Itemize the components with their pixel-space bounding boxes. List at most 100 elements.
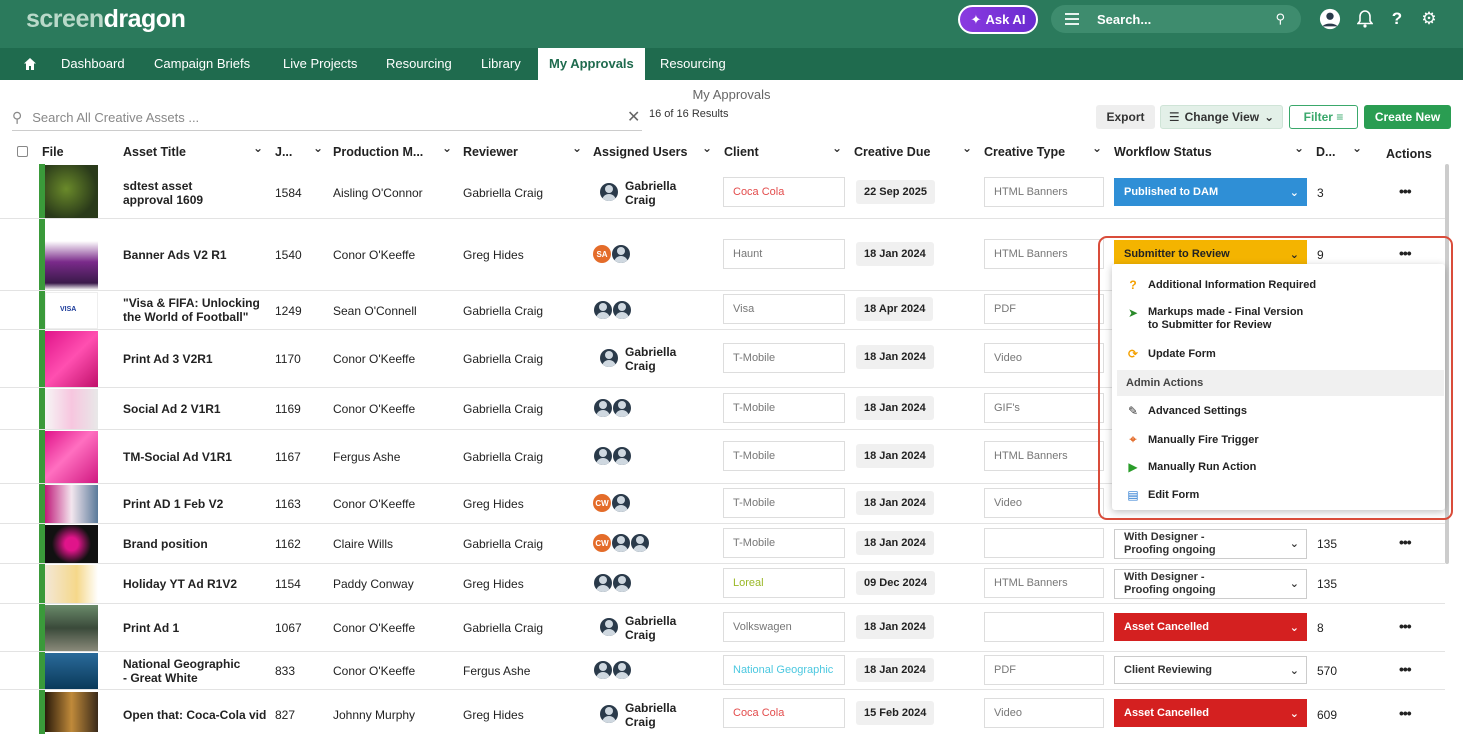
user-avatar-icon[interactable] <box>600 183 618 201</box>
asset-title[interactable]: TM-Social Ad V1R1 <box>123 450 232 464</box>
asset-title-line2[interactable]: approval 1609 <box>123 193 204 207</box>
asset-title[interactable]: sdtest asset <box>123 179 193 193</box>
creative-type-field[interactable]: HTML Banners <box>984 441 1104 471</box>
col-assigned-users[interactable]: Assigned Users <box>593 145 688 159</box>
user-avatar-icon[interactable] <box>594 447 612 465</box>
creative-due-date[interactable]: 18 Jan 2024 <box>856 345 934 369</box>
table-row[interactable]: TM-Social Ad V1R1 1167 Fergus Ashe Gabri… <box>0 430 1445 484</box>
nav-resourcing[interactable]: Resourcing <box>386 56 452 71</box>
client-field[interactable]: Haunt <box>723 239 845 269</box>
user-avatar-icon[interactable] <box>594 574 612 592</box>
menu-item-run-action[interactable]: ▶ Manually Run Action <box>1126 460 1256 474</box>
client-field[interactable]: T-Mobile <box>723 343 845 373</box>
global-search[interactable]: Search... ⚲ <box>1051 5 1301 33</box>
client-field[interactable]: Coca Cola <box>723 698 845 728</box>
menu-item-edit-form[interactable]: ▤ Edit Form <box>1127 488 1200 502</box>
workflow-status-select[interactable]: With Designer - Proofing ongoing ⌄ <box>1114 569 1307 599</box>
asset-thumbnail[interactable] <box>45 431 98 483</box>
menu-item-fire-trigger[interactable]: ⌖ Manually Fire Trigger <box>1126 432 1259 447</box>
change-view-button[interactable]: ☰ Change View ⌄ <box>1160 105 1283 129</box>
user-avatar-icon[interactable] <box>613 447 631 465</box>
creative-type-field[interactable]: HTML Banners <box>984 568 1104 598</box>
select-all-checkbox[interactable] <box>17 146 28 157</box>
user-avatar-icon[interactable] <box>594 399 612 417</box>
user-avatar-icon[interactable] <box>600 705 618 723</box>
app-logo[interactable]: screendragon <box>26 5 186 33</box>
client-field[interactable]: National Geographic <box>723 655 845 685</box>
asset-title[interactable]: Social Ad 2 V1R1 <box>123 402 221 416</box>
creative-due-date[interactable]: 09 Dec 2024 <box>856 571 935 595</box>
more-actions-icon[interactable]: ••• <box>1399 245 1412 261</box>
export-button[interactable]: Export <box>1096 105 1155 129</box>
creative-due-date[interactable]: 18 Jan 2024 <box>856 531 934 555</box>
client-field[interactable]: Loreal <box>723 568 845 598</box>
home-icon[interactable] <box>12 48 48 80</box>
table-row[interactable]: Print AD 1 Feb V2 1163 Conor O'Keeffe Gr… <box>0 484 1445 524</box>
asset-title[interactable]: National Geographic <box>123 657 241 671</box>
asset-thumbnail[interactable] <box>45 692 98 732</box>
more-actions-icon[interactable]: ••• <box>1399 534 1412 550</box>
asset-title[interactable]: "Visa & FIFA: Unlocking <box>123 296 260 310</box>
user-avatar-icon[interactable] <box>1319 8 1341 30</box>
workflow-status-select[interactable]: Asset Cancelled ⌄ <box>1114 699 1307 727</box>
nav-my-approvals[interactable]: My Approvals <box>538 48 645 80</box>
workflow-status-select[interactable]: Submitter to Review ⌄ <box>1114 240 1307 268</box>
user-avatar-icon[interactable] <box>631 534 649 552</box>
chevron-down-icon[interactable]: ⌄ <box>1352 141 1363 155</box>
table-scrollbar[interactable] <box>1445 164 1449 564</box>
chevron-down-icon[interactable]: ⌄ <box>253 141 264 155</box>
workflow-status-select[interactable]: Published to DAM ⌄ <box>1114 178 1307 206</box>
user-avatar-icon[interactable] <box>612 534 630 552</box>
col-client[interactable]: Client <box>724 145 759 159</box>
nav-resourcing-2[interactable]: Resourcing <box>660 56 726 71</box>
col-d[interactable]: D... <box>1316 145 1336 159</box>
chevron-down-icon[interactable]: ⌄ <box>702 141 713 155</box>
filter-button[interactable]: Filter ≡ <box>1289 105 1358 129</box>
creative-due-date[interactable]: 18 Jan 2024 <box>856 242 934 266</box>
col-creative-type[interactable]: Creative Type <box>984 145 1066 159</box>
table-row[interactable]: Open that: Coca-Cola vid 827 Johnny Murp… <box>0 690 1445 734</box>
global-search-input[interactable]: Search... <box>1097 11 1152 27</box>
client-field[interactable]: Visa <box>723 294 845 324</box>
table-row[interactable]: Brand position 1162 Claire Wills Gabriel… <box>0 524 1445 564</box>
asset-thumbnail[interactable] <box>45 525 98 563</box>
creative-due-date[interactable]: 18 Jan 2024 <box>856 396 934 420</box>
nav-campaign-briefs[interactable]: Campaign Briefs <box>154 56 251 71</box>
more-actions-icon[interactable]: ••• <box>1399 183 1412 199</box>
asset-title[interactable]: Print Ad 1 <box>123 621 180 635</box>
chevron-down-icon[interactable]: ⌄ <box>572 141 583 155</box>
chevron-down-icon[interactable]: ⌄ <box>313 141 324 155</box>
asset-title[interactable]: Banner Ads V2 R1 <box>123 248 227 262</box>
col-job[interactable]: J... <box>275 145 293 159</box>
user-initials-avatar[interactable]: CW <box>593 494 611 512</box>
workflow-status-select[interactable]: With Designer - Proofing ongoing ⌄ <box>1114 529 1307 559</box>
user-avatar-icon[interactable] <box>613 301 631 319</box>
creative-type-field[interactable] <box>984 528 1104 558</box>
asset-title[interactable]: Print AD 1 Feb V2 <box>123 497 224 511</box>
asset-title[interactable]: Brand position <box>123 537 208 551</box>
table-row[interactable]: National Geographic - Great White 833 Co… <box>0 652 1445 690</box>
asset-thumbnail[interactable] <box>45 165 98 218</box>
creative-type-field[interactable]: Video <box>984 698 1104 728</box>
menu-item-advanced-settings[interactable]: ✎ Advanced Settings <box>1127 404 1248 418</box>
search-icon[interactable]: ⚲ <box>1275 11 1285 26</box>
nav-live-projects[interactable]: Live Projects <box>283 56 358 71</box>
creative-type-field[interactable]: HTML Banners <box>984 177 1104 207</box>
creative-due-date[interactable]: 18 Apr 2024 <box>856 297 934 321</box>
user-avatar-icon[interactable] <box>612 494 630 512</box>
creative-due-date[interactable]: 18 Jan 2024 <box>856 615 934 639</box>
user-avatar-icon[interactable] <box>612 245 630 263</box>
user-avatar-icon[interactable] <box>613 661 631 679</box>
user-avatar-icon[interactable] <box>594 661 612 679</box>
client-field[interactable]: Volkswagen <box>723 612 845 642</box>
menu-item-markups-made[interactable]: ➤ Markups made - Final Version to Submitte… <box>1127 306 1304 331</box>
asset-thumbnail[interactable] <box>45 220 98 290</box>
asset-thumbnail[interactable] <box>45 653 98 689</box>
user-avatar-icon[interactable] <box>613 574 631 592</box>
user-avatar-icon[interactable] <box>600 349 618 367</box>
chevron-down-icon[interactable]: ⌄ <box>442 141 453 155</box>
asset-title-line2[interactable]: - Great White <box>123 671 198 685</box>
table-row[interactable]: Social Ad 2 V1R1 1169 Conor O'Keeffe Gab… <box>0 388 1445 430</box>
col-creative-due[interactable]: Creative Due <box>854 145 931 159</box>
workflow-status-select[interactable]: Client Reviewing ⌄ <box>1114 656 1307 684</box>
